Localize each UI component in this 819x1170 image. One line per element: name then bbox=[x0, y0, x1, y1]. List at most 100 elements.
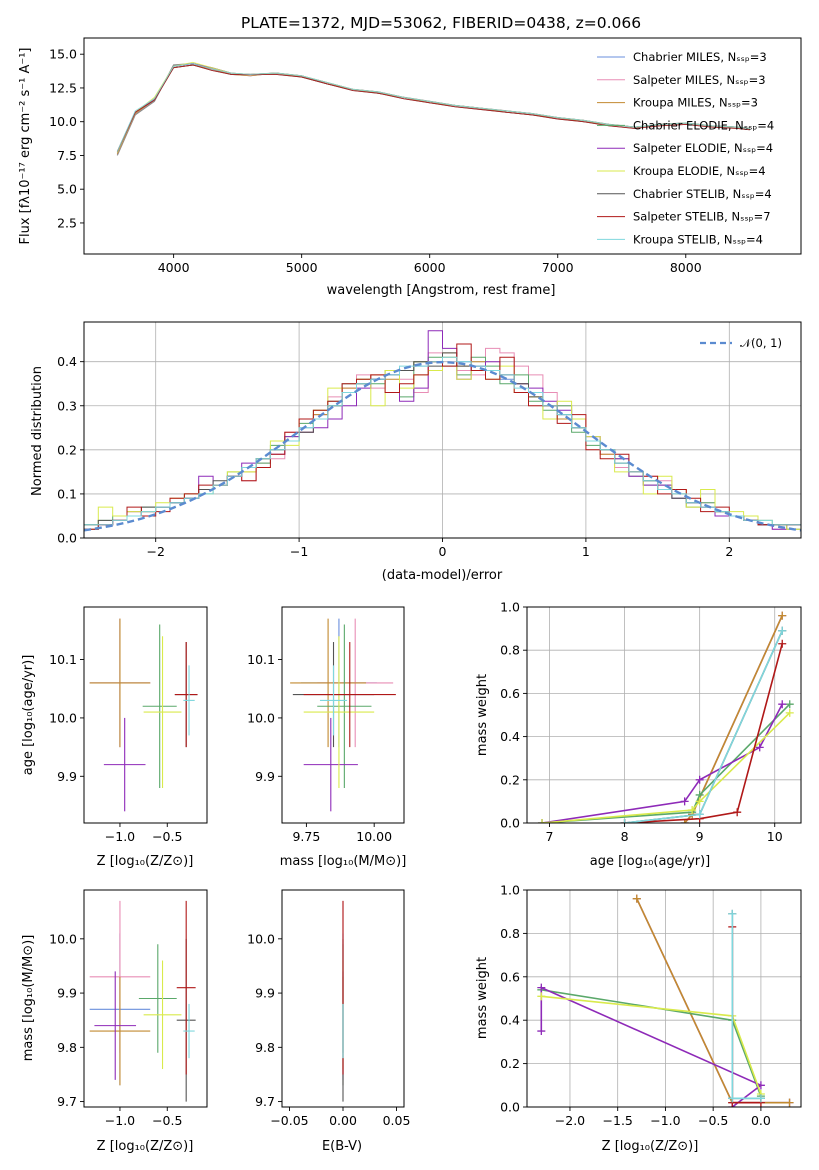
age-mass-xlabel: mass [log₁₀(M/M⊙)] bbox=[280, 854, 407, 869]
histogram-legend: 𝒩(0, 1) bbox=[700, 336, 782, 350]
y-tick-label: 10.0 bbox=[247, 931, 275, 946]
legend-entry: Chabrier MILES, Nₛₛₚ=3 bbox=[633, 50, 767, 64]
weight-vs-metallicity-panel: −2.0 −1.5 −1.0 −0.5 0.0 0.0 0.2 0.4 0.6 0.8 1.0 bbox=[500, 883, 802, 1128]
y-tick-label: 10.0 bbox=[49, 114, 77, 129]
y-tick-label: 0.4 bbox=[57, 354, 77, 369]
weight-line bbox=[541, 995, 762, 1095]
y-tick-label: 7.5 bbox=[57, 148, 77, 163]
weight-marker bbox=[778, 626, 787, 635]
age-z-ylabel: age [log₁₀(age/yr)] bbox=[21, 655, 36, 776]
x-tick-label: −1.0 bbox=[650, 1113, 680, 1128]
weight-line bbox=[541, 712, 791, 823]
y-tick-label: 9.7 bbox=[255, 1094, 275, 1109]
x-tick-label: 0.05 bbox=[383, 1113, 411, 1128]
x-tick-label: 7 bbox=[546, 829, 554, 844]
weight-marker bbox=[785, 708, 794, 717]
weight-vs-age-panel: 7 8 9 10 0.0 0.2 0.4 0.6 0.8 1.0 bbox=[500, 600, 802, 844]
weight-line bbox=[731, 913, 761, 1100]
mass-z-xlabel: Z [log₁₀(Z/Z⊙)] bbox=[97, 1139, 194, 1154]
age-vs-mass-panel: 9.75 10.00 9.9 10.0 10.1 bbox=[247, 606, 405, 844]
y-tick-label: 9.8 bbox=[57, 1040, 77, 1055]
axes-frame bbox=[83, 889, 208, 1108]
x-tick-label: −0.5 bbox=[152, 1113, 182, 1128]
x-tick-label: 9 bbox=[696, 829, 704, 844]
weight-marker bbox=[778, 700, 787, 709]
spectrum-line-model bbox=[116, 63, 750, 152]
spectrum-panel: 4000 5000 6000 7000 8000 2.5 5.0 7.5 10.0 12.5 15.… bbox=[49, 37, 802, 275]
x-tick-label: 1 bbox=[582, 544, 590, 559]
x-tick-label: −1.0 bbox=[105, 829, 135, 844]
y-tick-label: 10.1 bbox=[49, 652, 77, 667]
x-tick-label: −1.0 bbox=[105, 1113, 135, 1128]
mass-ebv-xlabel: E(B-V) bbox=[322, 1139, 362, 1154]
residual-histogram-panel: −2 −1 0 1 2 0.0 0.1 0.2 0.3 0.4 bbox=[57, 321, 802, 559]
weight-marker bbox=[680, 797, 689, 806]
x-tick-label: 8 bbox=[621, 829, 629, 844]
y-tick-label: 10.0 bbox=[247, 710, 275, 725]
weight-marker bbox=[778, 611, 787, 620]
y-tick-label: 12.5 bbox=[49, 80, 77, 95]
y-tick-label: 0.8 bbox=[500, 926, 520, 941]
weight-line bbox=[731, 913, 761, 1100]
weight-marker bbox=[755, 743, 764, 752]
weight-line bbox=[731, 926, 761, 1104]
weight-line bbox=[540, 986, 763, 1107]
weight-line bbox=[624, 630, 783, 823]
spectrum-title: PLATE=1372, MJD=53062, FIBERID=0438, z=0… bbox=[241, 14, 641, 32]
mass-z-ylabel: mass [log₁₀(M/M⊙)] bbox=[21, 935, 36, 1062]
x-tick-label: 5000 bbox=[286, 260, 318, 275]
y-tick-label: 0.4 bbox=[500, 1013, 520, 1028]
x-tick-label: 7000 bbox=[542, 260, 574, 275]
y-tick-label: 9.9 bbox=[57, 986, 77, 1001]
axes-frame bbox=[526, 889, 802, 1108]
y-tick-label: 9.9 bbox=[255, 769, 275, 784]
weight-z-xlabel: Z [log₁₀(Z/Z⊙)] bbox=[602, 1139, 699, 1154]
weight-marker bbox=[537, 992, 546, 1001]
x-tick-label: 0.00 bbox=[329, 1113, 357, 1128]
spectrum-line-model bbox=[116, 64, 750, 152]
spectrum-legend: Chabrier MILES, Nₛₛₚ=3 Salpeter MILES, Nₛ… bbox=[597, 50, 774, 246]
y-tick-label: 0.2 bbox=[500, 772, 520, 787]
legend-entry: Chabrier ELODIE, Nₛₛₚ=4 bbox=[633, 118, 774, 132]
histogram-xlabel: (data-model)/error bbox=[382, 568, 503, 583]
weight-marker bbox=[728, 1094, 737, 1103]
y-tick-label: 2.5 bbox=[57, 215, 77, 230]
mass-vs-ebv-panel: −0.05 0.00 0.05 9.7 9.8 9.9 10.0 bbox=[247, 889, 411, 1128]
spectrum-plot-area bbox=[116, 61, 750, 156]
x-tick-label: −2 bbox=[146, 544, 164, 559]
axes-frame bbox=[83, 321, 802, 539]
x-tick-label: 0.0 bbox=[751, 1113, 771, 1128]
y-tick-label: 0.6 bbox=[500, 686, 520, 701]
mass-vs-metallicity-panel: −1.0 −0.5 9.7 9.8 9.9 10.0 bbox=[49, 889, 208, 1128]
legend-entry: Salpeter ELODIE, Nₛₛₚ=4 bbox=[633, 141, 773, 155]
x-tick-label: 2 bbox=[725, 544, 733, 559]
y-tick-label: 10.0 bbox=[49, 931, 77, 946]
weight-marker bbox=[688, 806, 697, 815]
y-tick-label: 0.0 bbox=[500, 816, 520, 831]
legend-entry: Salpeter MILES, Nₛₛₚ=3 bbox=[633, 73, 766, 87]
weight-line bbox=[541, 703, 783, 823]
axes-frame bbox=[83, 606, 208, 824]
normal-curve bbox=[84, 360, 801, 532]
legend-entry: Kroupa STELIB, Nₛₛₚ=4 bbox=[633, 232, 763, 246]
x-tick-label: −1.5 bbox=[603, 1113, 633, 1128]
x-tick-label: 10 bbox=[767, 829, 783, 844]
weight-z-ylabel: mass weight bbox=[475, 957, 490, 1039]
x-tick-label: −0.5 bbox=[152, 829, 182, 844]
y-tick-label: 5.0 bbox=[57, 182, 77, 197]
weight-marker bbox=[695, 797, 704, 806]
axes-frame bbox=[526, 606, 802, 824]
axes-frame bbox=[281, 606, 405, 824]
y-tick-label: 9.9 bbox=[57, 769, 77, 784]
weight-marker bbox=[733, 808, 742, 817]
histogram-ylabel: Normed distribution bbox=[30, 366, 45, 496]
age-z-xlabel: Z [log₁₀(Z/Z⊙)] bbox=[97, 854, 194, 869]
weight-marker bbox=[695, 810, 704, 819]
weight-line bbox=[541, 989, 762, 1097]
weight-marker bbox=[620, 819, 629, 823]
y-tick-label: 0.8 bbox=[500, 643, 520, 658]
weight-line bbox=[541, 703, 791, 823]
y-tick-label: 10.1 bbox=[247, 652, 275, 667]
weight-marker bbox=[695, 775, 704, 784]
